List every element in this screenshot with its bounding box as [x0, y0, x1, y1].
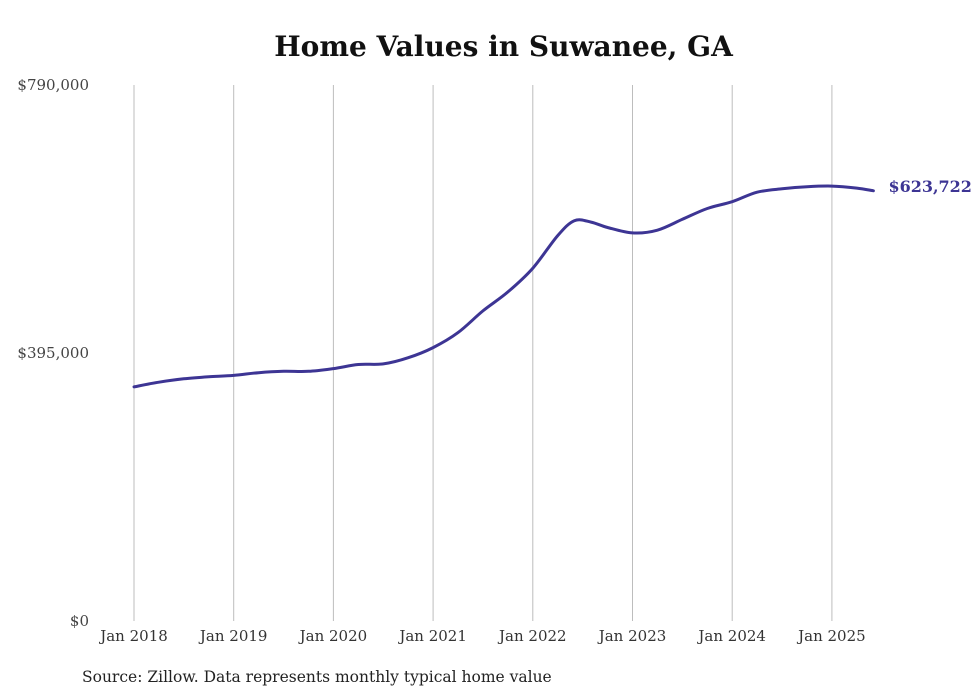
gridlines [133, 85, 833, 621]
y-tick-label: $395,000 [17, 344, 89, 362]
series-line [132, 184, 875, 389]
x-tick-label: Jan 2021 [397, 627, 467, 645]
chart-title: Home Values in Suwanee, GA [274, 30, 733, 63]
source-note: Source: Zillow. Data represents monthly … [82, 668, 552, 686]
x-tick-label: Jan 2022 [497, 627, 567, 645]
series-layer: $623,722 [132, 177, 972, 389]
x-tick-label: Jan 2018 [98, 627, 168, 645]
x-tick-label: Jan 2024 [696, 627, 766, 645]
end-value-label: $623,722 [888, 177, 972, 196]
y-tick-label: $0 [70, 612, 89, 630]
y-axis: $0 $395,000 $790,000 [17, 76, 89, 630]
x-tick-label: Jan 2025 [796, 627, 866, 645]
x-axis: Jan 2018 Jan 2019 Jan 2020 Jan 2021 Jan 2022… [98, 627, 865, 645]
x-tick-label: Jan 2020 [298, 627, 368, 645]
x-tick-label: Jan 2023 [597, 627, 667, 645]
y-tick-label: $790,000 [17, 76, 89, 94]
x-tick-label: Jan 2019 [198, 627, 268, 645]
